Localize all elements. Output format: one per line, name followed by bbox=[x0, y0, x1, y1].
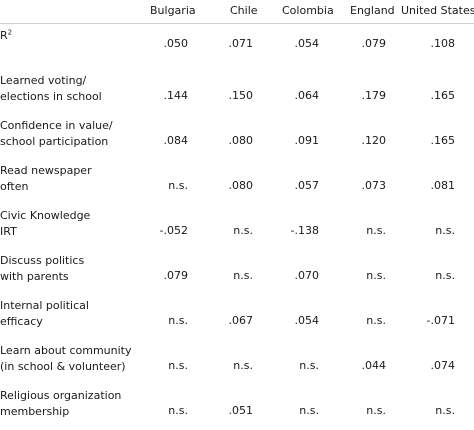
table-row: Religious organization membership n.s. .051… bbox=[0, 388, 474, 430]
table-cell: n.s. bbox=[299, 359, 319, 372]
table-cell: .080 bbox=[228, 179, 254, 192]
row-label-line: R2 bbox=[0, 28, 140, 44]
row-label: Read newspaper often bbox=[0, 163, 140, 195]
table-cell: .091 bbox=[294, 134, 320, 147]
table-cell: .050 bbox=[163, 37, 189, 50]
table-cell: .081 bbox=[430, 179, 456, 192]
table-row: Civic Knowledge IRT -.052 n.s. -.138 n.s. n.s. bbox=[0, 208, 474, 250]
table-cell: n.s. bbox=[233, 269, 253, 282]
column-header-england: England bbox=[350, 4, 395, 17]
table-cell: n.s. bbox=[366, 224, 386, 237]
table-cell: .074 bbox=[430, 359, 456, 372]
table-cell: .054 bbox=[294, 37, 320, 50]
column-header-chile: Chile bbox=[230, 4, 258, 17]
table-cell: -.071 bbox=[426, 314, 455, 327]
table-cell: .044 bbox=[361, 359, 387, 372]
table-cell: .165 bbox=[430, 89, 456, 102]
table-row: Learn about community (in school & volunt… bbox=[0, 343, 474, 385]
table-cell: .079 bbox=[361, 37, 387, 50]
row-label-line: Religious organization bbox=[0, 389, 122, 402]
row-label: Religious organization membership bbox=[0, 388, 140, 420]
table-cell: .120 bbox=[361, 134, 387, 147]
row-label-line: elections in school bbox=[0, 90, 102, 103]
table-cell: -.138 bbox=[290, 224, 319, 237]
row-label-line: Discuss politics bbox=[0, 254, 85, 267]
row-label: Discuss politics with parents bbox=[0, 253, 140, 285]
row-label: R2 bbox=[0, 28, 140, 44]
table-cell: n.s. bbox=[168, 179, 188, 192]
row-label-line: school participation bbox=[0, 135, 109, 148]
row-label-line: efficacy bbox=[0, 315, 43, 328]
table-cell: n.s. bbox=[435, 269, 455, 282]
table-cell: n.s. bbox=[233, 359, 253, 372]
table-cell: .150 bbox=[228, 89, 254, 102]
table-row: R2 .050 .071 .054 .079 .108 bbox=[0, 28, 474, 70]
table-row: Confidence in value/school participation… bbox=[0, 118, 474, 160]
table-cell: .165 bbox=[430, 134, 456, 147]
row-label-line: IRT bbox=[0, 225, 17, 238]
row-label-text: R bbox=[0, 29, 8, 42]
table-cell: .080 bbox=[228, 134, 254, 147]
table-row: Learned voting/elections in school .144 .1… bbox=[0, 73, 474, 115]
table-cell: .079 bbox=[163, 269, 189, 282]
table-cell: n.s. bbox=[168, 404, 188, 417]
table-cell: .108 bbox=[430, 37, 456, 50]
table-row: Discuss politics with parents .079 n.s. .070… bbox=[0, 253, 474, 295]
table-cell: n.s. bbox=[233, 224, 253, 237]
row-label-line: membership bbox=[0, 405, 70, 418]
table-cell: n.s. bbox=[435, 224, 455, 237]
table-cell: n.s. bbox=[366, 269, 386, 282]
row-label-line: Learn about community bbox=[0, 344, 132, 357]
row-label-line: (in school & volunteer) bbox=[0, 360, 126, 373]
table-cell: .071 bbox=[228, 37, 254, 50]
table-cell: .070 bbox=[294, 269, 320, 282]
table-cell: .067 bbox=[228, 314, 254, 327]
table-cell: n.s. bbox=[366, 314, 386, 327]
row-label: Internal political efficacy bbox=[0, 298, 140, 330]
column-header-colombia: Colombia bbox=[282, 4, 334, 17]
row-label: Learned voting/elections in school bbox=[0, 73, 140, 105]
table-row: Read newspaper often n.s. .080 .057 .073 .081 bbox=[0, 163, 474, 205]
row-label: Confidence in value/school participation bbox=[0, 118, 140, 150]
row-label-line: with parents bbox=[0, 270, 69, 283]
table-cell: n.s. bbox=[366, 404, 386, 417]
row-label-line: often bbox=[0, 180, 29, 193]
row-label-line: Confidence in value/ bbox=[0, 119, 113, 132]
table-cell: .051 bbox=[228, 404, 254, 417]
superscript: 2 bbox=[7, 28, 13, 37]
row-label-line: Learned voting/ bbox=[0, 74, 87, 87]
table-cell: n.s. bbox=[168, 359, 188, 372]
table-cell: .144 bbox=[163, 89, 189, 102]
table-cell: .073 bbox=[361, 179, 387, 192]
table-cell: n.s. bbox=[299, 404, 319, 417]
table-cell: n.s. bbox=[168, 314, 188, 327]
table-cell: .057 bbox=[294, 179, 320, 192]
column-header-bulgaria: Bulgaria bbox=[150, 4, 196, 17]
table-cell: .054 bbox=[294, 314, 320, 327]
row-label-line: Civic Knowledge bbox=[0, 209, 91, 222]
table-cell: -.052 bbox=[159, 224, 188, 237]
row-label-line: Read newspaper bbox=[0, 164, 92, 177]
row-label-line: Internal political bbox=[0, 299, 89, 312]
row-label: Learn about community (in school & volunt… bbox=[0, 343, 140, 375]
header-divider bbox=[0, 23, 474, 24]
table-cell: .179 bbox=[361, 89, 387, 102]
table-cell: .084 bbox=[163, 134, 189, 147]
table-cell: .064 bbox=[294, 89, 320, 102]
column-header-united-states: United States bbox=[401, 4, 474, 17]
row-label: Civic Knowledge IRT bbox=[0, 208, 140, 240]
table-cell: n.s. bbox=[435, 404, 455, 417]
table-row: Internal political efficacy n.s. .067 .054 n.… bbox=[0, 298, 474, 340]
